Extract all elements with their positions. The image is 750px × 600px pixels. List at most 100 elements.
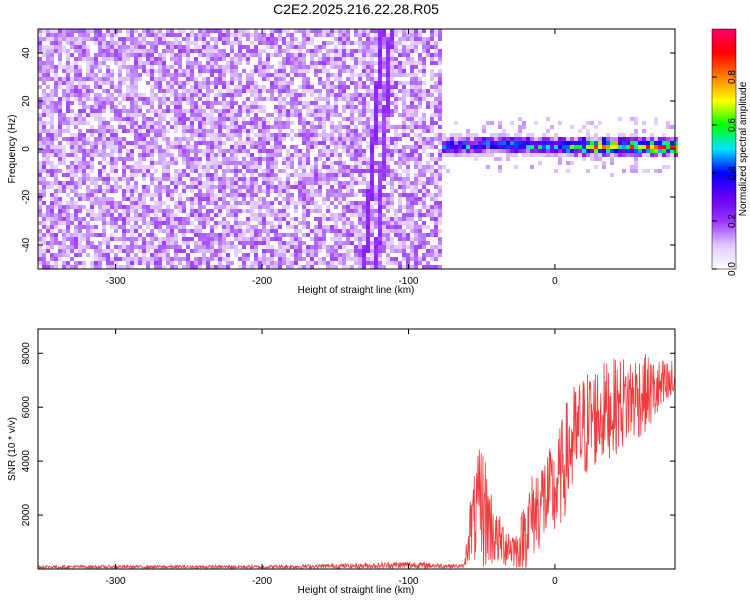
spectrogram-cell (250, 161, 254, 165)
spectrogram-cell (358, 81, 362, 85)
spectrogram-cell (182, 169, 186, 173)
spectrogram-cell (334, 85, 338, 89)
spectrogram-cell (174, 137, 178, 141)
spectrogram-cell (426, 225, 430, 229)
spectrogram-cell (122, 129, 126, 133)
spectrogram-cell (206, 193, 210, 197)
spectrogram-cell (530, 141, 534, 145)
spectrogram-cell (410, 129, 414, 133)
spectrogram-cell (306, 173, 310, 177)
spectrogram-cell (134, 37, 138, 41)
spectrogram-cell (198, 165, 202, 169)
spectrogram-cell (114, 133, 118, 137)
spectrogram-cell (74, 157, 78, 161)
spectrogram-cell (190, 113, 194, 117)
spectrogram-cell (414, 189, 418, 193)
spectrogram-cell (338, 213, 342, 217)
spectrogram-cell (154, 145, 158, 149)
spectrogram-cell (386, 225, 390, 229)
spectrogram-cell (370, 165, 374, 169)
spectrogram-cell (362, 233, 366, 237)
spectrogram-cell (398, 249, 402, 253)
spectrogram-cell (246, 153, 250, 157)
spectrogram-cell (262, 69, 266, 73)
spectrogram-cell (438, 153, 442, 157)
spectrogram-cell (298, 201, 302, 205)
spectrogram-cell (402, 161, 406, 165)
spectrogram-cell (46, 109, 50, 113)
spectrogram-cell (198, 189, 202, 193)
spectrogram-cell (98, 201, 102, 205)
spectrogram-cell (174, 129, 178, 133)
spectrogram-cell (338, 57, 342, 61)
spectrogram-cell (394, 29, 398, 33)
spectrogram-cell (394, 85, 398, 89)
spectrogram-cell (178, 261, 182, 265)
spectrogram-cell (210, 125, 214, 129)
spectrogram-cell (526, 153, 530, 157)
spectrogram-cell (134, 93, 138, 97)
spectrogram-cell (138, 161, 142, 165)
spectrogram-cell (370, 189, 374, 193)
spectrogram-cell (418, 77, 422, 81)
spectrogram-cell (386, 241, 390, 245)
spectrogram-cell (414, 45, 418, 49)
spectrogram-cell (458, 137, 462, 141)
spectrogram-cell (230, 161, 234, 165)
spectrogram-cell (262, 65, 266, 69)
spectrogram-cell (282, 89, 286, 93)
spectrogram-cell (270, 37, 274, 41)
spectrogram-cell (98, 69, 102, 73)
spectrogram-cell (362, 85, 366, 89)
spectrogram-cell (610, 157, 614, 161)
spectrogram-cell (606, 137, 610, 141)
spectrogram-cell (338, 49, 342, 53)
spectrogram-cell (166, 177, 170, 181)
spectrogram-cell (146, 249, 150, 253)
spectrogram-cell (150, 93, 154, 97)
spectrogram-cell (338, 125, 342, 129)
spectrogram-cell (78, 177, 82, 181)
spectrogram-cell (478, 137, 482, 141)
spectrogram-cell (398, 245, 402, 249)
spectrogram-cell (294, 37, 298, 41)
spectrogram-cell (54, 217, 58, 221)
spectrogram-cell (254, 69, 258, 73)
spectrogram-cell (246, 225, 250, 229)
spectrogram-cell (206, 41, 210, 45)
spectrogram-cell (270, 185, 274, 189)
spectrogram-cell (366, 217, 370, 221)
spectrogram-cell (266, 205, 270, 209)
spectrogram-cell (186, 137, 190, 141)
spectrogram-cell (282, 49, 286, 53)
spectrogram-cell (218, 181, 222, 185)
spectrogram-cell (286, 197, 290, 201)
spectrogram-cell (294, 29, 298, 33)
spectrogram-cell (322, 161, 326, 165)
spectrogram-cell (394, 101, 398, 105)
spectrogram-cell (58, 229, 62, 233)
spectrogram-cell (318, 57, 322, 61)
spectrogram-y-tick-label: -40 (21, 237, 32, 252)
spectrogram-cell (46, 93, 50, 97)
spectrogram-cell (370, 257, 374, 261)
spectrogram-cell (162, 265, 166, 269)
spectrogram-cell (38, 213, 42, 217)
spectrogram-cell (338, 197, 342, 201)
spectrogram-cell (438, 37, 442, 41)
spectrogram-cell (342, 149, 346, 153)
spectrogram-cell (166, 121, 170, 125)
spectrogram-cell (586, 153, 590, 157)
spectrogram-cell (538, 141, 542, 145)
spectrogram-cell (458, 145, 462, 149)
spectrogram-cell (166, 233, 170, 237)
spectrogram-cell (302, 93, 306, 97)
spectrogram-cell (270, 261, 274, 265)
spectrogram-cell (542, 141, 546, 145)
figure-title: C2E2.2025.216.22.28.R05 (273, 1, 439, 17)
spectrogram-cell (182, 137, 186, 141)
spectrogram-cell (262, 229, 266, 233)
spectrogram-cell (130, 129, 134, 133)
spectrogram-cell (182, 29, 186, 33)
spectrogram-cell (106, 121, 110, 125)
